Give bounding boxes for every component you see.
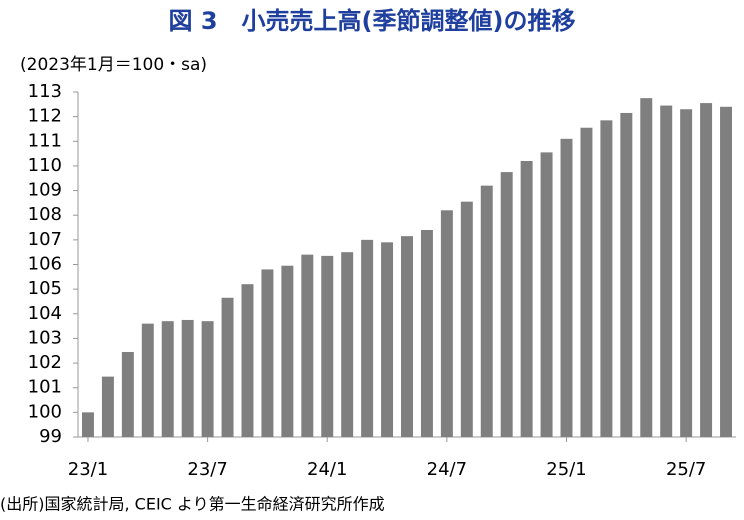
bar bbox=[401, 236, 413, 437]
x-tick-label: 23/1 bbox=[68, 459, 108, 480]
bar bbox=[281, 265, 294, 437]
y-tick-label: 103 bbox=[28, 327, 62, 348]
bar bbox=[101, 376, 114, 437]
bar bbox=[221, 297, 234, 437]
bar bbox=[301, 254, 314, 437]
bar bbox=[361, 239, 374, 437]
bar bbox=[480, 185, 493, 437]
bar bbox=[540, 152, 553, 437]
bar bbox=[121, 351, 134, 437]
source-note: (出所)国家統計局, CEIC より第一生命経済研究所作成 bbox=[0, 495, 385, 514]
y-tick-label: 107 bbox=[28, 229, 62, 250]
y-tick-label: 105 bbox=[28, 278, 62, 299]
bar bbox=[520, 161, 533, 437]
x-tick-label: 24/7 bbox=[427, 459, 467, 480]
bar bbox=[141, 323, 154, 437]
y-tick-label: 104 bbox=[28, 303, 62, 324]
bar bbox=[161, 321, 174, 437]
y-tick-label: 112 bbox=[28, 106, 62, 127]
y-tick-label: 101 bbox=[28, 377, 62, 398]
y-tick-label: 106 bbox=[28, 254, 62, 275]
bar bbox=[500, 172, 513, 437]
bar bbox=[720, 106, 733, 438]
bar bbox=[341, 252, 354, 437]
chart-title: 図 3 小売売上高(季節調整値)の推移 bbox=[169, 7, 576, 35]
bar bbox=[600, 120, 613, 437]
y-tick-label: 113 bbox=[28, 81, 62, 102]
bar bbox=[81, 412, 94, 437]
bar bbox=[201, 321, 214, 437]
y-tick-label: 110 bbox=[28, 155, 62, 176]
bar bbox=[460, 201, 473, 437]
bar bbox=[640, 98, 653, 438]
x-tick-label: 23/7 bbox=[187, 459, 227, 480]
bar bbox=[181, 319, 194, 437]
bar bbox=[620, 112, 633, 438]
y-tick-label: 111 bbox=[28, 130, 62, 151]
y-tick-label: 108 bbox=[28, 204, 62, 225]
bar bbox=[261, 269, 274, 437]
bar bbox=[241, 284, 254, 437]
y-tick-label: 109 bbox=[28, 180, 62, 201]
x-tick-label: 25/7 bbox=[666, 459, 706, 480]
y-axis-label: (2023年1月＝100・sa) bbox=[20, 55, 207, 75]
bar bbox=[420, 230, 433, 437]
bar bbox=[680, 109, 693, 437]
x-tick-label: 25/1 bbox=[546, 459, 586, 480]
bar bbox=[321, 255, 334, 437]
x-tick-label: 24/1 bbox=[307, 459, 347, 480]
bar bbox=[660, 105, 673, 437]
bar bbox=[580, 127, 593, 437]
y-tick-label: 102 bbox=[28, 352, 62, 373]
bar bbox=[560, 138, 573, 438]
bar bbox=[381, 242, 394, 437]
y-tick-label: 100 bbox=[28, 401, 62, 422]
y-tick-label: 99 bbox=[39, 426, 62, 447]
bar bbox=[700, 103, 713, 437]
bar bbox=[440, 210, 453, 437]
